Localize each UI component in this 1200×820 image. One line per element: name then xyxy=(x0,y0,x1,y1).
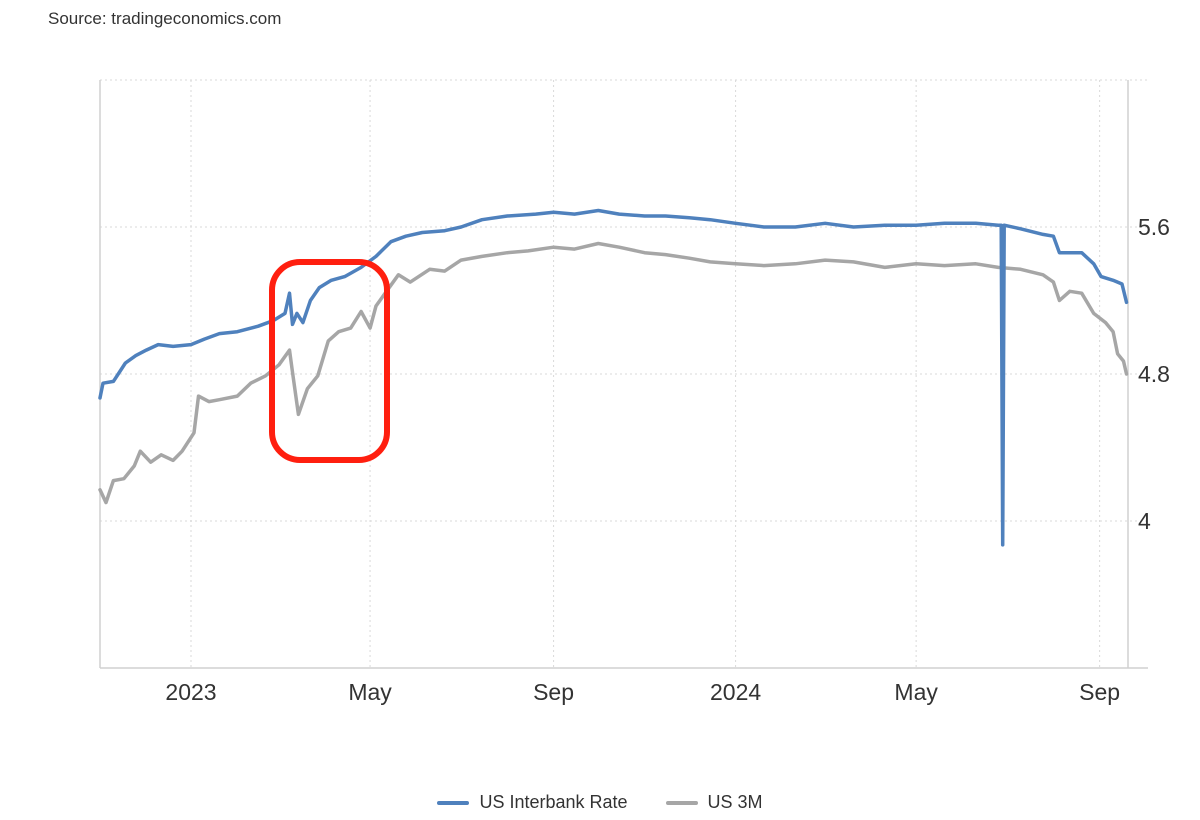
source-label: Source: tradingeconomics.com xyxy=(48,9,282,28)
x-tick-label: May xyxy=(894,679,938,705)
legend-label-series-2: US 3M xyxy=(707,792,763,812)
legend-swatch-series-2 xyxy=(665,800,698,805)
y-tick-label: 4 xyxy=(1138,508,1151,534)
x-tick-label: May xyxy=(348,679,392,705)
legend-item-series-1[interactable]: US Interbank Rate xyxy=(437,792,628,813)
legend-item-series-2[interactable]: US 3M xyxy=(665,792,763,813)
y-tick-label: 5.6 xyxy=(1138,214,1170,240)
x-tick-label: Sep xyxy=(1079,679,1120,705)
legend: US Interbank Rate US 3M xyxy=(0,792,1200,813)
label-layer: 4 4.8 5.6 2023 May Sep 2024 May Sep xyxy=(165,214,1170,705)
legend-swatch-series-1 xyxy=(437,800,470,805)
y-tick-label: 4.8 xyxy=(1138,361,1170,387)
series-layer xyxy=(98,208,1129,547)
x-tick-label: 2024 xyxy=(710,679,761,705)
highlight-annotation xyxy=(269,259,390,463)
x-tick-label: 2023 xyxy=(165,679,216,705)
x-tick-label: Sep xyxy=(533,679,574,705)
series-line-2 xyxy=(98,241,1129,505)
legend-label-series-1: US Interbank Rate xyxy=(479,792,628,812)
grid-layer xyxy=(100,79,1148,668)
series-line-1 xyxy=(98,208,1129,547)
